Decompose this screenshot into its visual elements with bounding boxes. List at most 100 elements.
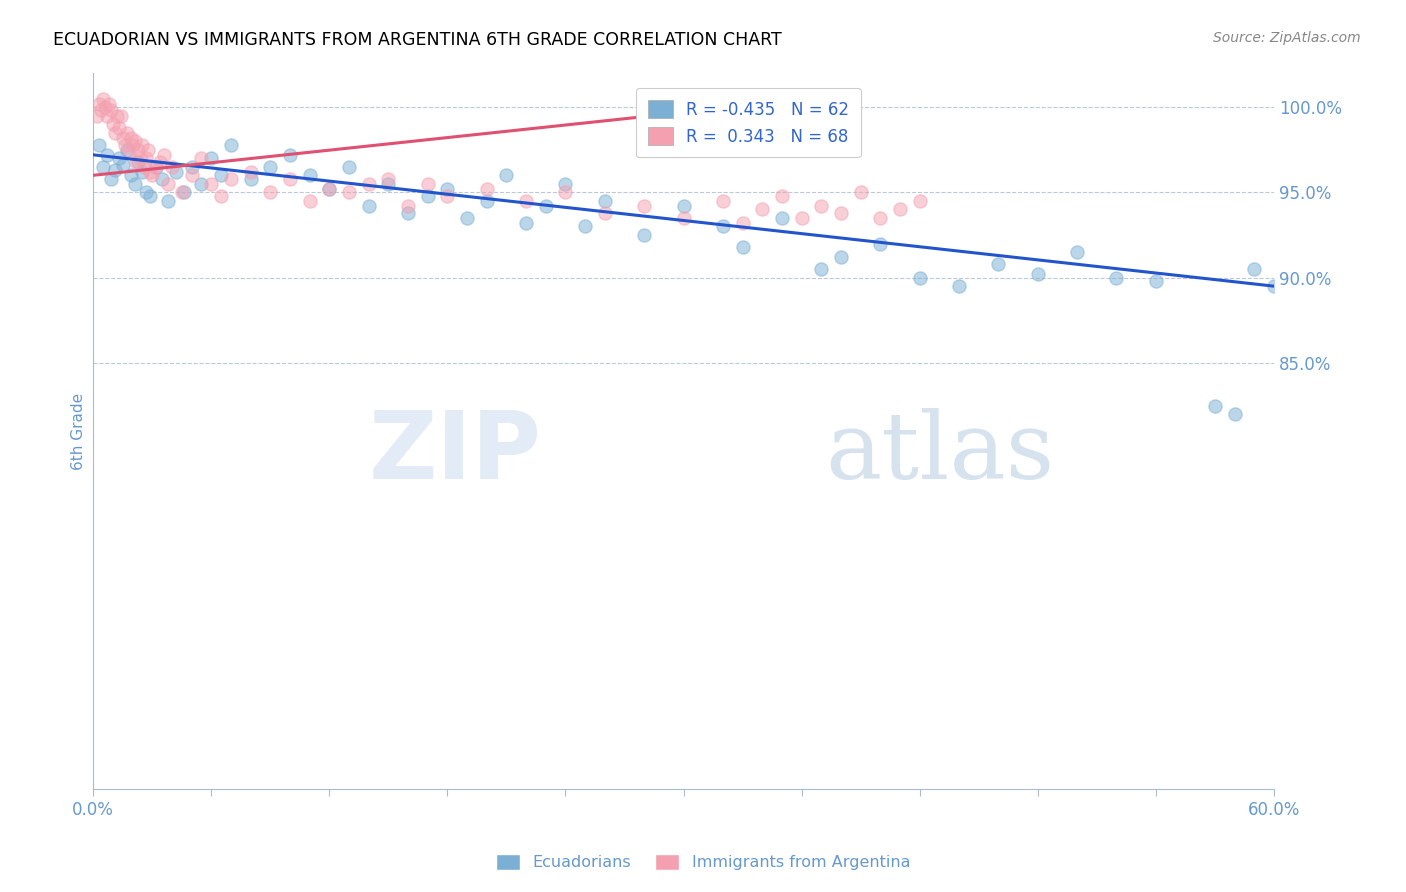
Point xyxy=(1105,270,1128,285)
Point xyxy=(396,199,419,213)
Point xyxy=(124,134,146,148)
Point xyxy=(672,199,695,213)
Point xyxy=(94,100,117,114)
Point xyxy=(180,169,202,183)
Point xyxy=(357,199,380,213)
Point xyxy=(101,117,124,131)
Point xyxy=(318,182,340,196)
Point xyxy=(125,154,148,169)
Point xyxy=(209,188,232,202)
Point xyxy=(436,188,458,202)
Point xyxy=(149,154,172,169)
Point xyxy=(100,171,122,186)
Point xyxy=(987,257,1010,271)
Point xyxy=(751,202,773,217)
Point xyxy=(136,143,159,157)
Point xyxy=(554,186,576,200)
Point xyxy=(139,188,162,202)
Point xyxy=(170,186,193,200)
Point xyxy=(129,151,152,165)
Point xyxy=(633,199,655,213)
Point xyxy=(239,165,262,179)
Point xyxy=(790,211,813,225)
Point xyxy=(107,151,129,165)
Point xyxy=(259,160,281,174)
Point xyxy=(770,188,793,202)
Legend: R = -0.435   N = 62, R =  0.343   N = 68: R = -0.435 N = 62, R = 0.343 N = 68 xyxy=(636,88,860,158)
Point xyxy=(337,186,360,200)
Y-axis label: 6th Grade: 6th Grade xyxy=(72,392,86,470)
Point xyxy=(135,186,157,200)
Point xyxy=(908,194,931,208)
Point xyxy=(153,148,176,162)
Point xyxy=(219,137,242,152)
Point xyxy=(889,202,911,217)
Point xyxy=(180,160,202,174)
Point xyxy=(105,109,128,123)
Point xyxy=(337,160,360,174)
Point xyxy=(377,177,399,191)
Point xyxy=(100,103,122,118)
Point xyxy=(127,143,149,157)
Point xyxy=(200,151,222,165)
Point xyxy=(190,151,212,165)
Point xyxy=(91,91,114,105)
Point xyxy=(165,165,187,179)
Point xyxy=(1223,407,1246,421)
Point xyxy=(475,182,498,196)
Point xyxy=(156,177,179,191)
Point xyxy=(1243,262,1265,277)
Point xyxy=(87,96,110,111)
Point xyxy=(396,206,419,220)
Text: atlas: atlas xyxy=(825,408,1054,498)
Point xyxy=(150,171,173,186)
Text: ECUADORIAN VS IMMIGRANTS FROM ARGENTINA 6TH GRADE CORRELATION CHART: ECUADORIAN VS IMMIGRANTS FROM ARGENTINA … xyxy=(53,31,782,49)
Point xyxy=(209,169,232,183)
Point xyxy=(830,250,852,264)
Point xyxy=(145,160,167,174)
Point xyxy=(131,137,153,152)
Point xyxy=(456,211,478,225)
Point xyxy=(1144,274,1167,288)
Point xyxy=(90,103,112,118)
Point xyxy=(1204,399,1226,413)
Point xyxy=(1026,267,1049,281)
Point xyxy=(298,169,321,183)
Point xyxy=(127,154,149,169)
Point xyxy=(593,206,616,220)
Point xyxy=(1263,279,1285,293)
Point xyxy=(810,262,832,277)
Point xyxy=(141,169,163,183)
Point xyxy=(554,177,576,191)
Point xyxy=(475,194,498,208)
Point xyxy=(830,206,852,220)
Point xyxy=(278,171,301,186)
Point xyxy=(574,219,596,234)
Legend: Ecuadorians, Immigrants from Argentina: Ecuadorians, Immigrants from Argentina xyxy=(489,847,917,877)
Point xyxy=(111,130,134,145)
Point xyxy=(135,151,157,165)
Point xyxy=(278,148,301,162)
Point xyxy=(86,109,108,123)
Point xyxy=(139,165,162,179)
Point xyxy=(219,171,242,186)
Point xyxy=(416,188,439,202)
Text: Source: ZipAtlas.com: Source: ZipAtlas.com xyxy=(1213,31,1361,45)
Point xyxy=(515,216,537,230)
Point xyxy=(124,177,146,191)
Point xyxy=(495,169,517,183)
Point xyxy=(672,211,695,225)
Point xyxy=(96,148,118,162)
Point xyxy=(259,186,281,200)
Point xyxy=(869,211,891,225)
Point xyxy=(869,236,891,251)
Point xyxy=(120,130,142,145)
Point xyxy=(134,160,156,174)
Point xyxy=(711,194,734,208)
Point xyxy=(107,120,129,135)
Point xyxy=(114,137,136,152)
Point xyxy=(104,163,127,178)
Point xyxy=(948,279,970,293)
Point xyxy=(115,143,138,157)
Point xyxy=(173,186,195,200)
